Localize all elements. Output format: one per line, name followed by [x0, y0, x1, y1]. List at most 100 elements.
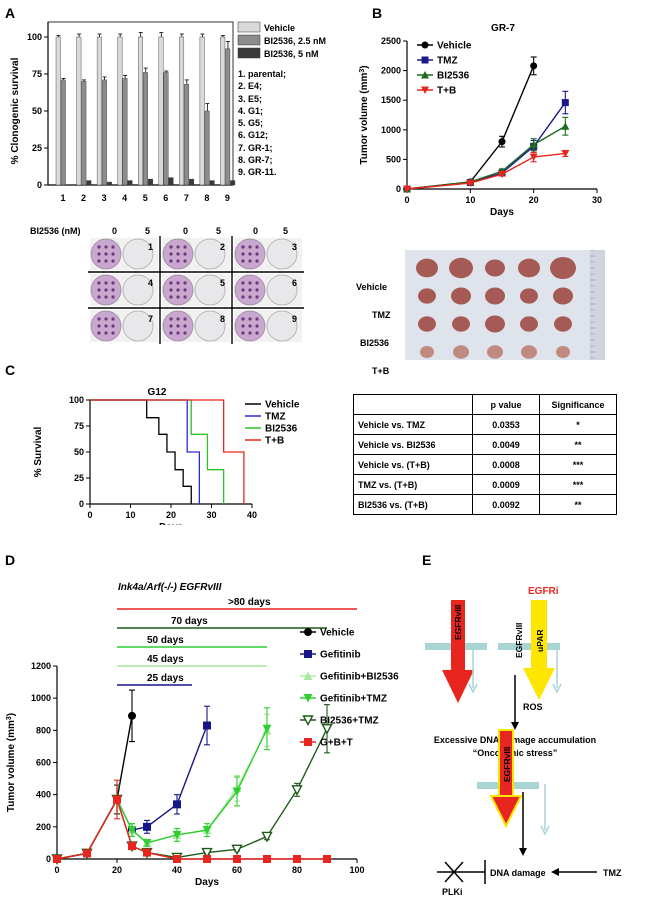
data-point [323, 855, 331, 863]
plate-number: 9 [292, 314, 297, 324]
x-tick-label: 9 [225, 193, 230, 203]
series-line [56, 725, 208, 860]
colony-dot [97, 317, 101, 321]
chart-c: 0 25 50 75 100 0 10 20 30 40 Days % Survival G12 Vehi… [33, 387, 300, 525]
colony-dot [104, 324, 108, 328]
tumor-specimen [449, 257, 473, 279]
bar [220, 36, 226, 186]
colony-dot [248, 259, 252, 263]
y-tick-label: 0 [46, 854, 51, 864]
colony-dot [248, 324, 252, 328]
legend-marker [302, 715, 314, 726]
cell-line-item: 8. GR-7; [238, 155, 273, 166]
plate-dose-label: BI2536 (nM) [30, 226, 81, 236]
series-line [56, 797, 327, 860]
y-tick-label: 200 [36, 822, 51, 832]
x-tick-label: 40 [247, 510, 257, 520]
tumor-specimen [520, 316, 538, 332]
series-group [403, 90, 569, 193]
colony-dot [255, 295, 259, 299]
data-point [530, 62, 538, 70]
colony-dot [176, 317, 180, 321]
colony-dot [111, 295, 115, 299]
y-tick-label: 50 [74, 447, 84, 457]
colony-dot [169, 317, 173, 321]
data-point [321, 724, 333, 735]
table-cell: 0.0353 [472, 414, 540, 435]
series-group [90, 399, 192, 504]
data-point [498, 138, 506, 146]
legend-marker [304, 650, 312, 658]
series-group [90, 399, 201, 504]
x-tick-label: 30 [592, 195, 602, 205]
legend-label: T+B [437, 86, 456, 97]
panel-label-e: E [422, 552, 432, 568]
colony-dot [97, 259, 101, 263]
survival-line [90, 399, 245, 504]
colony-dot [248, 288, 252, 292]
bar [168, 177, 174, 186]
tumor-specimen [416, 258, 438, 278]
bar [96, 36, 102, 186]
ruler [590, 250, 605, 360]
colony-dot [255, 281, 259, 285]
colony-dot [241, 324, 245, 328]
table-header-cell [353, 394, 473, 415]
x-tick-label: 10 [125, 510, 135, 520]
x-tick-label: 8 [204, 193, 209, 203]
bar [209, 180, 215, 186]
tumor-specimen [485, 287, 505, 305]
panel-label-d: D [5, 552, 16, 568]
legend-swatch [237, 34, 261, 46]
data-point [201, 847, 213, 859]
y-tick-label: 1200 [31, 661, 51, 671]
series-line [406, 65, 535, 190]
panel-label-c: C [5, 362, 16, 378]
plate-dose: 0 [253, 226, 259, 236]
data-point [561, 99, 569, 107]
bar [81, 81, 87, 186]
chart-a: 0 25 50 75 100 % Clonogenic survival 1 2 3 4 5 6 7 8 9… [10, 21, 326, 203]
data-point [128, 711, 136, 720]
colony-dot [248, 295, 252, 299]
x-tick-label: 0 [404, 195, 409, 205]
table-row: BI2536 vs. (T+B) 0.0092 ** [353, 494, 617, 515]
plate-number: 1 [148, 242, 153, 252]
legend-label: BI2536 [265, 424, 298, 435]
damage-arrowhead-icon [519, 848, 527, 856]
legend-label: G+B+T [320, 738, 353, 749]
colony-dot [169, 259, 173, 263]
y-tick-label: 1000 [381, 125, 401, 135]
legend-label: Gefitinib+TMZ [320, 694, 387, 705]
legend-marker [421, 71, 429, 79]
table-row: Vehicle vs. TMZ 0.0353 * [353, 414, 617, 435]
colony-dot [97, 245, 101, 249]
data-point [143, 822, 151, 831]
colony-dot [176, 324, 180, 328]
x-tick-label: 4 [122, 193, 127, 203]
tumor-specimen [550, 256, 576, 280]
plate-number: 5 [220, 278, 225, 288]
bar [204, 110, 210, 186]
dna-damage-label: DNA damage [490, 868, 546, 878]
colony-dot [104, 331, 108, 335]
colony-dot [176, 245, 180, 249]
colony-dot [104, 295, 108, 299]
cell-line-item: 9. GR-11. [238, 167, 277, 178]
colony-dot [248, 245, 252, 249]
tumor-specimen [521, 345, 537, 359]
bar [86, 180, 92, 186]
colony-dot [97, 252, 101, 256]
y-axis-label: Tumor volume (mm3) [359, 65, 371, 164]
signal-arrowhead-icon [552, 683, 562, 694]
cell-line-item: 2. E4; [238, 81, 263, 92]
tumor-specimen [420, 346, 434, 358]
bar [76, 36, 82, 186]
colony-dot [183, 281, 187, 285]
colony-dot [104, 252, 108, 256]
receptor-label-1: EGFRvIII [453, 605, 463, 640]
data-point [128, 842, 136, 851]
colony-dot [255, 331, 259, 335]
y-tick-label: 500 [386, 154, 401, 164]
tumor-specimen [453, 345, 469, 359]
